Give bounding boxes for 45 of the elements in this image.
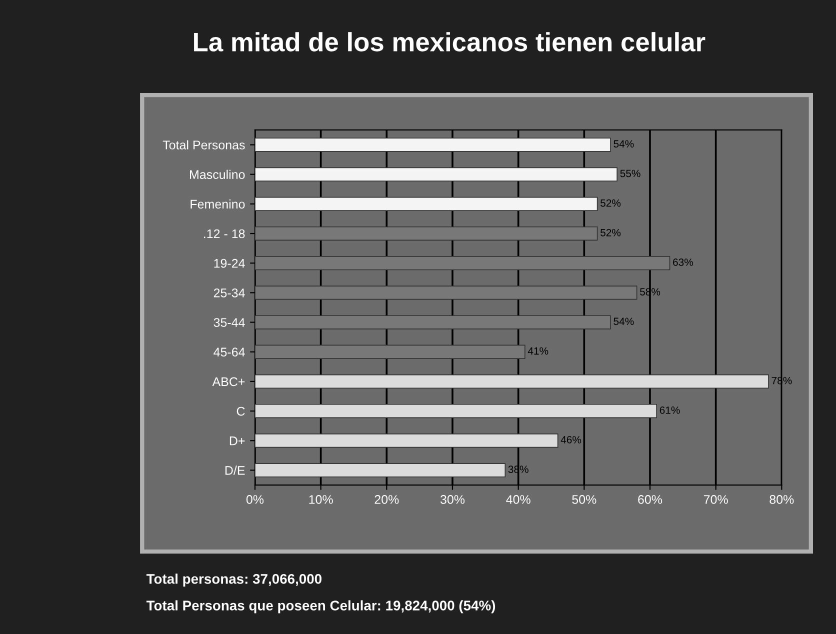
y-tick-label: D+: [230, 436, 245, 446]
bar: [254, 404, 657, 418]
y-tick-label: Femenino: [190, 199, 245, 209]
x-tick-label: 0%: [246, 495, 264, 504]
data-label: 61%: [660, 406, 680, 414]
bar: [254, 344, 526, 359]
data-label: 52%: [600, 228, 621, 236]
data-label: 52%: [600, 199, 621, 207]
y-tick-label: 19-24: [214, 258, 245, 268]
x-tick-label: 10%: [309, 495, 333, 504]
bar: [254, 374, 769, 389]
x-tick-label: 80%: [770, 495, 794, 504]
bar: [254, 315, 611, 330]
y-tick-label: C: [236, 406, 245, 416]
chart-title: La mitad de los mexicanos tienen celular: [194, 32, 706, 52]
bar: [254, 196, 598, 212]
x-tick-label: 30%: [440, 495, 465, 504]
y-tick-label: D/E: [225, 466, 245, 475]
bar: [254, 463, 506, 478]
data-label: 54%: [614, 140, 634, 148]
x-tick-label: 70%: [704, 495, 728, 504]
x-tick-label: 20%: [374, 495, 399, 504]
text: Total Personas que poseen Celular: 19,824,000 (54%): [146, 600, 496, 614]
x-tick-label: 40%: [506, 495, 530, 504]
y-tick-label: Masculino: [190, 170, 245, 179]
data-label: 46%: [560, 436, 582, 444]
y-tick-label: Total Personas: [162, 140, 245, 150]
bar: [254, 286, 638, 300]
x-tick-label: 60%: [638, 495, 662, 504]
bar: [254, 138, 611, 152]
y-tick-label: 45-64: [214, 348, 245, 357]
y-tick-label: 35-44: [214, 318, 245, 327]
text: Total personas: 37,066,000: [146, 574, 322, 587]
y-tick-label: 25-34: [214, 288, 245, 298]
data-label: 54%: [614, 318, 634, 326]
data-label: 55%: [620, 170, 640, 178]
bar: [254, 434, 558, 448]
x-tick-label: 50%: [572, 495, 596, 504]
data-label: 41%: [528, 347, 548, 355]
data-label: 63%: [673, 258, 693, 266]
bar: [254, 256, 670, 270]
y-tick-label: .12 - 18: [204, 229, 245, 238]
bar: [254, 226, 598, 241]
bar: [254, 167, 618, 182]
y-tick-label: ABC+: [212, 377, 245, 386]
